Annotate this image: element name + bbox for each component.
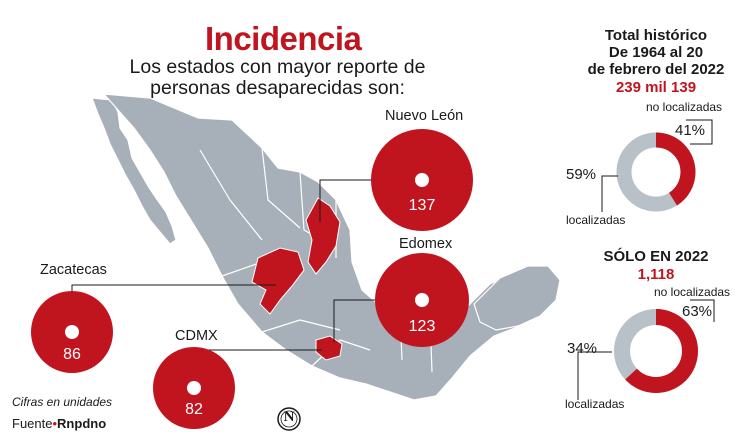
value-zacatecas: 86 <box>63 346 81 363</box>
historic-heading: Total histórico De 1964 al 20 de febrero… <box>570 27 742 78</box>
label-zacatecas: Zacatecas <box>40 262 107 278</box>
highlight-zacatecas <box>251 247 305 315</box>
source-label: Fuente <box>12 416 53 431</box>
historic-line1: Total histórico <box>604 27 708 44</box>
highlight-edomex <box>315 335 343 361</box>
value-nuevo-leon: 137 <box>408 197 436 214</box>
donut-2022 <box>614 309 698 393</box>
donut-historic <box>616 132 696 212</box>
label-nuevo-leon: Nuevo León <box>385 108 464 124</box>
bubble-zacatecas <box>31 291 113 373</box>
leader-hist-located <box>601 175 618 212</box>
year-2022-not-located-label: no localizadas <box>654 285 731 299</box>
units-note: Cifras en unidades <box>12 395 113 409</box>
source-line: Fuente•Rnpdno <box>12 416 106 431</box>
year-2022-total: 1,118 <box>637 266 675 283</box>
source-name: Rnpdno <box>57 416 107 431</box>
historic-located-pct: 59% <box>566 166 597 183</box>
historic-total: 239 mil 139 <box>615 79 697 96</box>
highlight-nuevo-leon <box>305 197 341 275</box>
leader-2022-located <box>577 351 612 400</box>
source-dot-icon: • <box>52 416 58 431</box>
page-subtitle: Los estados con mayor reporte de persona… <box>129 56 426 99</box>
historic-located-label: localizadas <box>566 213 626 227</box>
label-edomex: Edomex <box>399 236 453 252</box>
bubble-nuevo-leon <box>371 129 473 231</box>
logo-letter: N <box>283 409 295 425</box>
logo-icon <box>277 407 301 431</box>
historic-not-located-label: no localizadas <box>646 100 723 114</box>
year-2022-located-pct: 34% <box>567 340 598 357</box>
value-cdmx: 82 <box>185 401 203 418</box>
year-2022-located-label: localizadas <box>565 397 625 411</box>
bubble-cdmx <box>153 347 235 429</box>
label-cdmx: CDMX <box>175 328 218 344</box>
historic-not-located-pct: 41% <box>675 122 706 139</box>
year-2022-heading: SÓLO EN 2022 <box>603 248 709 265</box>
leader-2022-not-located <box>690 299 715 322</box>
leader-hist-not-located <box>686 119 713 145</box>
page-title: Incidencia <box>205 20 362 57</box>
year-2022-not-located-pct: 63% <box>682 303 713 320</box>
historic-line3: de febrero del 2022 <box>587 61 725 78</box>
historic-line2: De 1964 al 20 <box>608 44 704 61</box>
bubble-edomex <box>375 253 469 347</box>
value-edomex: 123 <box>408 318 436 335</box>
